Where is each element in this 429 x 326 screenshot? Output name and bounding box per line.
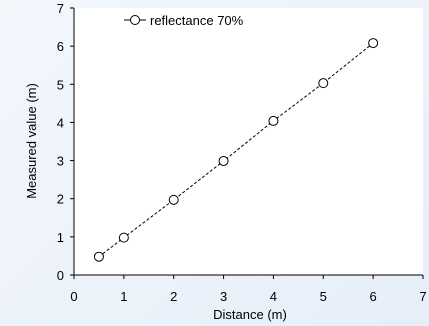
y-tick-label: 2	[57, 192, 64, 207]
data-point	[218, 155, 229, 166]
x-tick-label: 6	[370, 289, 377, 304]
data-point	[118, 232, 129, 243]
y-tick-label: 1	[57, 230, 64, 245]
x-axis-label: Distance (m)	[213, 307, 287, 322]
data-point	[168, 194, 179, 205]
data-point	[93, 251, 104, 262]
x-tick-label: 4	[270, 289, 277, 304]
data-point	[268, 115, 279, 126]
data-point	[368, 38, 379, 49]
plot-area	[74, 8, 423, 275]
series-layer	[93, 38, 379, 262]
legend-marker	[130, 15, 140, 25]
data-point	[318, 78, 329, 89]
y-tick-label: 5	[57, 77, 64, 92]
y-tick-label: 6	[57, 39, 64, 54]
legend: reflectance 70%	[124, 13, 244, 28]
y-tick-label: 0	[57, 268, 64, 283]
x-tick-label: 3	[220, 289, 227, 304]
x-tick-label: 5	[320, 289, 327, 304]
x-tick-label: 7	[419, 289, 426, 304]
legend-label: reflectance 70%	[150, 13, 244, 28]
y-axis-label: Measured value (m)	[24, 83, 39, 199]
y-tick-label: 7	[57, 1, 64, 16]
y-tick-label: 3	[57, 154, 64, 169]
x-tick-label: 1	[120, 289, 127, 304]
y-tick-label: 4	[57, 115, 64, 130]
x-tick-label: 0	[70, 289, 77, 304]
tick-layer: 0 1 2 3 4 5 6 7 0 1 2 3 4 5 6 7	[57, 1, 427, 304]
x-tick-label: 2	[170, 289, 177, 304]
